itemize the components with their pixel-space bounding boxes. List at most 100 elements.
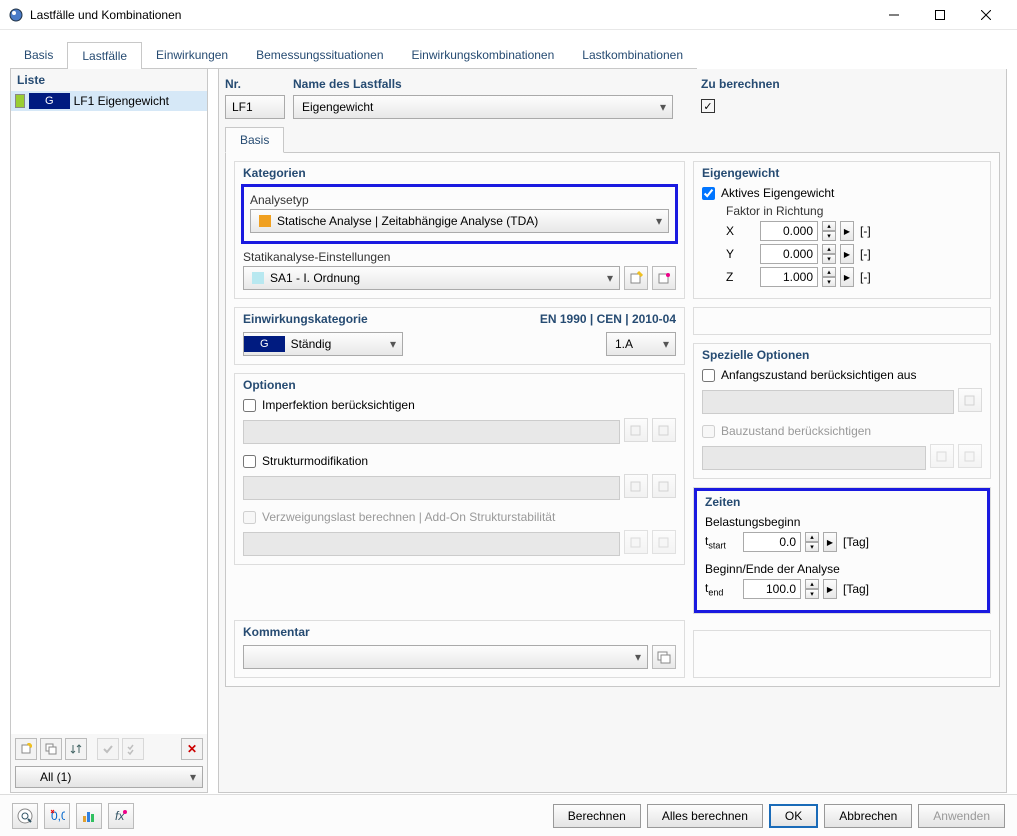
check-icon[interactable] (97, 738, 119, 760)
factor-y-spinner[interactable]: ▴▾ (822, 244, 836, 264)
maximize-button[interactable] (917, 0, 963, 30)
new-icon[interactable] (15, 738, 37, 760)
kommentar-icon[interactable] (652, 645, 676, 669)
nr-label: Nr. (225, 75, 285, 95)
aktives-eg-label: Aktives Eigengewicht (721, 186, 834, 200)
struktur-new-icon[interactable] (624, 474, 648, 498)
verzweigung-field (243, 532, 620, 556)
bauzustand-new-icon (930, 444, 954, 468)
cyan-square-icon (252, 272, 264, 284)
chart-icon[interactable] (76, 803, 102, 829)
imperfektion-label: Imperfektion berücksichtigen (262, 398, 415, 412)
close-button[interactable] (963, 0, 1009, 30)
berechnen-button[interactable]: Berechnen (553, 804, 641, 828)
factor-y-arrow[interactable]: ▶ (840, 244, 854, 264)
left-pane: Liste G LF1 Eigengewicht ✕ All (1) (10, 69, 208, 793)
statik-label: Statikanalyse-Einstellungen (243, 250, 676, 264)
tend-input[interactable]: 100.0 (743, 579, 801, 599)
tab-einwirkungen[interactable]: Einwirkungen (142, 42, 242, 69)
color-swatch (15, 94, 25, 108)
help-icon[interactable] (12, 803, 38, 829)
struktur-edit-icon[interactable] (652, 474, 676, 498)
tstart-spinner[interactable]: ▴▾ (805, 532, 819, 552)
units-icon[interactable]: 0,00 (44, 803, 70, 829)
anfang-label: Anfangszustand berücksichtigen aus (721, 368, 916, 382)
factor-y-input[interactable]: 0.000 (760, 244, 818, 264)
titlebar: Lastfälle und Kombinationen (0, 0, 1017, 30)
edit-settings-icon[interactable] (652, 266, 676, 290)
factor-z-arrow[interactable]: ▶ (840, 267, 854, 287)
tab-basis[interactable]: Basis (10, 42, 67, 69)
list-item-text: LF1 Eigengewicht (74, 94, 169, 108)
spacer-bottom (693, 630, 991, 678)
bauzustand-label: Bauzustand berücksichtigen (721, 424, 871, 438)
list-header: Liste (11, 69, 207, 91)
verzweigung-checkbox (243, 511, 256, 524)
tstart-arrow[interactable]: ▶ (823, 532, 837, 552)
bauzustand-field (702, 446, 926, 470)
sub-tab-basis[interactable]: Basis (225, 127, 284, 153)
ek-class-select[interactable]: 1.A (606, 332, 676, 356)
struktur-field (243, 476, 620, 500)
anfang-checkbox[interactable] (702, 369, 715, 382)
kategorien-group: Kategorien Analysetyp Statische Analyse … (234, 161, 685, 299)
sort-icon[interactable] (65, 738, 87, 760)
imperfektion-checkbox[interactable] (243, 399, 256, 412)
bauzustand-edit-icon (958, 444, 982, 468)
new-settings-icon[interactable] (624, 266, 648, 290)
list-area[interactable]: G LF1 Eigengewicht (11, 91, 207, 734)
factor-x-input[interactable]: 0.000 (760, 221, 818, 241)
aktives-eg-checkbox[interactable] (702, 187, 715, 200)
bottom-bar: 0,00 fx Berechnen Alles berechnen OK Abb… (0, 794, 1017, 836)
tab-lastfaelle[interactable]: Lastfälle (67, 42, 142, 69)
verzweigung-new-icon (624, 530, 648, 554)
tend-spinner[interactable]: ▴▾ (805, 579, 819, 599)
tab-einwirkungskombinationen[interactable]: Einwirkungskombinationen (398, 42, 569, 69)
bauzustand-checkbox (702, 425, 715, 438)
factor-z-spinner[interactable]: ▴▾ (822, 267, 836, 287)
anfang-icon[interactable] (958, 388, 982, 412)
ek-select[interactable]: G Ständig (243, 332, 403, 356)
check-all-icon[interactable] (122, 738, 144, 760)
calc-label: Zu berechnen (701, 75, 780, 95)
struktur-checkbox[interactable] (243, 455, 256, 468)
ok-button[interactable]: OK (769, 804, 818, 828)
anwenden-button[interactable]: Anwenden (918, 804, 1005, 828)
einwirkungskategorie-group: Einwirkungskategorie EN 1990 | CEN | 201… (234, 307, 685, 365)
kommentar-group: Kommentar (234, 620, 685, 678)
imperfektion-edit-icon[interactable] (652, 418, 676, 442)
factor-x-arrow[interactable]: ▶ (840, 221, 854, 241)
belastung-label: Belastungsbeginn (705, 515, 979, 529)
statik-select[interactable]: SA1 - I. Ordnung (243, 266, 620, 290)
kommentar-input[interactable] (243, 645, 648, 669)
analyse-label: Beginn/Ende der Analyse (705, 562, 979, 576)
abbrechen-button[interactable]: Abbrechen (824, 804, 912, 828)
fx-icon[interactable]: fx (108, 803, 134, 829)
copy-icon[interactable] (40, 738, 62, 760)
factor-x-spinner[interactable]: ▴▾ (822, 221, 836, 241)
tend-arrow[interactable]: ▶ (823, 579, 837, 599)
list-item[interactable]: G LF1 Eigengewicht (11, 91, 207, 111)
delete-icon[interactable]: ✕ (181, 738, 203, 760)
main-tabs: Basis Lastfälle Einwirkungen Bemessungss… (0, 30, 1017, 69)
minimize-button[interactable] (871, 0, 917, 30)
filter-select[interactable]: All (1) (15, 766, 203, 788)
name-input[interactable]: Eigengewicht (293, 95, 673, 119)
window-title: Lastfälle und Kombinationen (30, 8, 871, 22)
analysetyp-label: Analysetyp (250, 193, 669, 207)
spezielle-group: Spezielle Optionen Anfangszustand berück… (693, 343, 991, 479)
alles-berechnen-button[interactable]: Alles berechnen (647, 804, 763, 828)
norm-label: EN 1990 | CEN | 2010-04 (540, 312, 676, 326)
imperfektion-new-icon[interactable] (624, 418, 648, 442)
struktur-label: Strukturmodifikation (262, 454, 368, 468)
tab-bemessungssituationen[interactable]: Bemessungssituationen (242, 42, 397, 69)
category-badge: G (29, 93, 70, 109)
factor-z-input[interactable]: 1.000 (760, 267, 818, 287)
analysetyp-select[interactable]: Statische Analyse | Zeitabhängige Analys… (250, 209, 669, 233)
nr-input[interactable]: LF1 (225, 95, 285, 119)
tab-lastkombinationen[interactable]: Lastkombinationen (568, 42, 697, 69)
tstart-input[interactable]: 0.0 (743, 532, 801, 552)
orange-square-icon (259, 215, 271, 227)
calc-checkbox[interactable] (701, 99, 715, 113)
analysetyp-highlight: Analysetyp Statische Analyse | Zeitabhän… (241, 184, 678, 244)
